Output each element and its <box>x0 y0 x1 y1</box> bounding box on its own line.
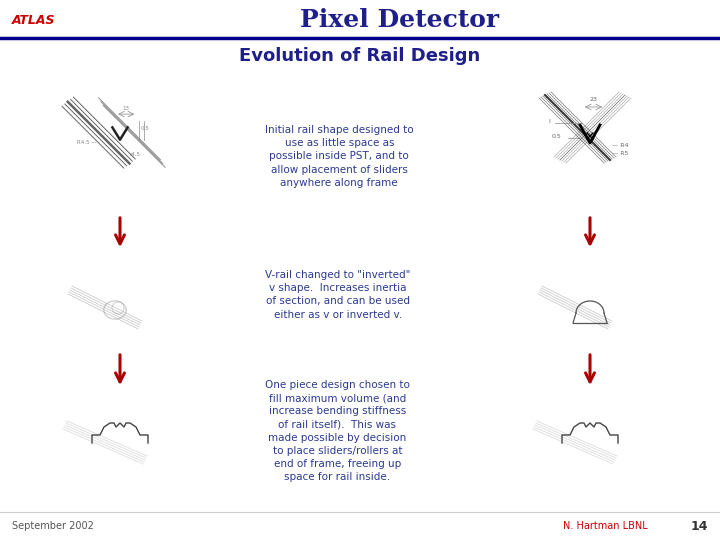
Text: Initial rail shape designed to
use as little space as
possible inside PST, and t: Initial rail shape designed to use as li… <box>265 125 413 188</box>
Text: Pixel Detector: Pixel Detector <box>300 8 500 32</box>
Text: 13: 13 <box>122 106 129 111</box>
Text: 14: 14 <box>690 519 708 532</box>
Text: — R4: — R4 <box>612 143 629 148</box>
Text: R4.5 —: R4.5 — <box>77 140 97 145</box>
Text: One piece design chosen to
fill maximum volume (and
increase bending stiffness
o: One piece design chosen to fill maximum … <box>265 380 410 482</box>
Text: — R5: — R5 <box>612 151 629 156</box>
Text: N. Hartman LBNL: N. Hartman LBNL <box>563 521 648 531</box>
Text: 23: 23 <box>589 97 597 102</box>
Text: Evolution of Rail Design: Evolution of Rail Design <box>239 47 481 65</box>
Text: 0.5: 0.5 <box>141 126 150 131</box>
Text: 0.5: 0.5 <box>552 134 562 139</box>
Text: ATLAS: ATLAS <box>12 14 55 26</box>
Text: V-rail changed to "inverted"
v shape.  Increases inertia
of section, and can be : V-rail changed to "inverted" v shape. In… <box>265 270 410 320</box>
Text: September 2002: September 2002 <box>12 521 94 531</box>
Text: r4.5: r4.5 <box>130 152 140 157</box>
Text: l: l <box>548 119 550 124</box>
